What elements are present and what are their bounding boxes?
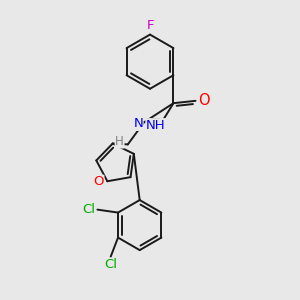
Text: N: N xyxy=(133,117,143,130)
Text: O: O xyxy=(198,93,210,108)
Text: Cl: Cl xyxy=(104,258,117,271)
Text: H: H xyxy=(115,135,124,148)
Text: O: O xyxy=(93,175,104,188)
Text: Cl: Cl xyxy=(82,203,95,216)
Text: NH: NH xyxy=(146,119,166,132)
Text: F: F xyxy=(146,19,154,32)
